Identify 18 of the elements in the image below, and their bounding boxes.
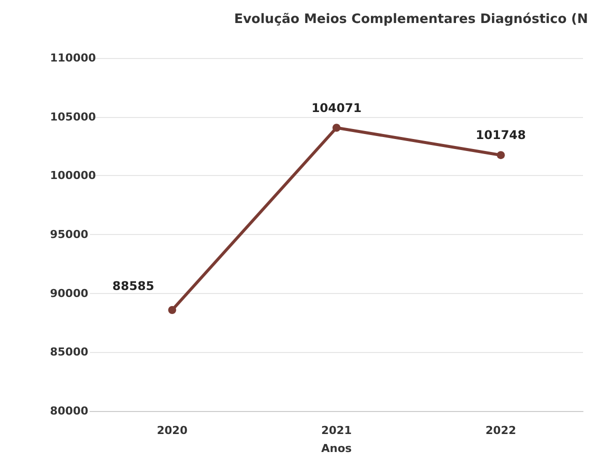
y-tick-label: 95000 xyxy=(50,228,89,241)
point xyxy=(168,306,176,314)
x-tick-label: 2022 xyxy=(486,424,516,437)
data-label: 88585 xyxy=(112,278,154,293)
point xyxy=(332,124,340,132)
y-tick-label: 80000 xyxy=(50,404,89,418)
y-tick-label: 90000 xyxy=(50,286,89,300)
x-axis-title: Anos xyxy=(321,442,352,455)
y-tick-label: 85000 xyxy=(50,346,89,359)
y-tick-label: 100000 xyxy=(50,169,96,182)
x-tick-label: 2021 xyxy=(321,424,352,437)
x-tick-label: 2020 xyxy=(156,424,188,437)
y-tick-label: 105000 xyxy=(50,110,96,124)
y-tick-label: 110000 xyxy=(50,52,96,64)
chart-title: Evolução Meios Complementares Diagnóstico (N xyxy=(234,12,588,27)
point xyxy=(496,151,505,160)
data-label: 104071 xyxy=(311,100,362,115)
data-label: 101748 xyxy=(476,128,526,142)
